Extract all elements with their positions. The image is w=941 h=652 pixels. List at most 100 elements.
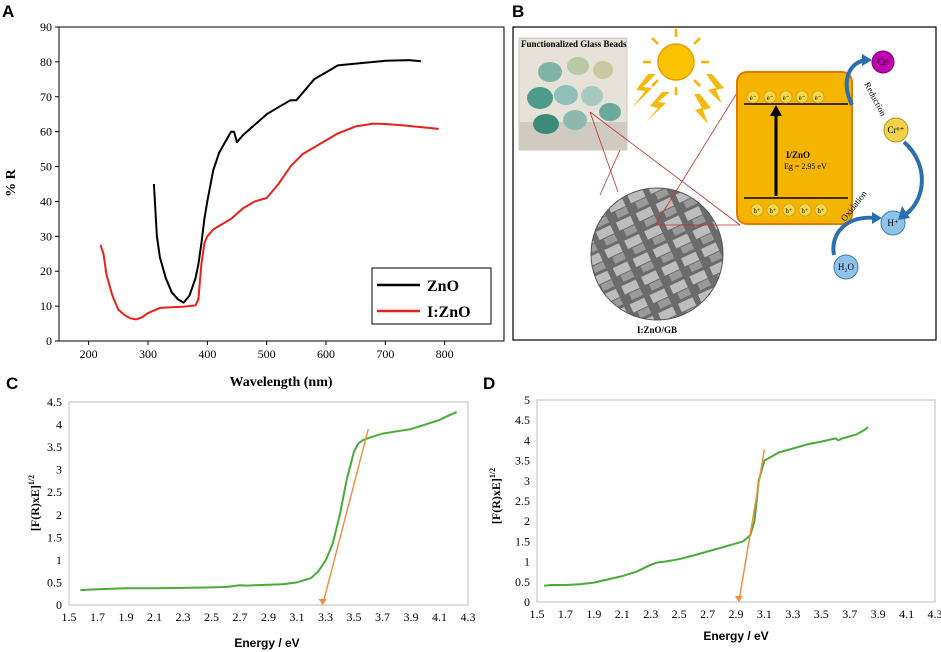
sem-label: I:ZnO/GB	[637, 325, 677, 335]
chart-d: 0 0.5 1 1.5 2 2.5 3 3.5 4 4.5 5 1.5 1.7 1.9 2.1 2.3 2.5 2…	[488, 393, 941, 643]
chart-d-frame	[536, 399, 936, 603]
light-bolts-icon	[632, 74, 724, 124]
cr6-label: Cr⁶⁺	[888, 125, 905, 135]
x-tick-label: 200	[80, 347, 98, 361]
y-tick-label: 70	[40, 90, 52, 104]
panel-label-d: D	[483, 374, 495, 393]
x-tick-label: 3.7	[375, 610, 390, 624]
x-tick-label: 1.5	[62, 610, 77, 624]
series-line-spectrum	[543, 426, 869, 587]
electron-label: e⁻	[783, 94, 790, 102]
y-tick-label: 2.5	[515, 494, 530, 508]
sun-icon	[643, 29, 709, 95]
x-tick-label: 4.3	[461, 610, 476, 624]
hole-label: h⁺	[785, 207, 793, 215]
x-tick-label: 2.9	[729, 607, 744, 621]
chart-d-ylabel: [F(R)xE]1/2	[488, 468, 503, 524]
x-tick-label: 3.9	[404, 610, 419, 624]
y-tick-label: 4.5	[47, 395, 62, 409]
x-tick-label: 500	[258, 347, 276, 361]
glass-beads	[527, 57, 621, 134]
hole-label: h⁺	[817, 207, 825, 215]
legend-label-zno: ZnO	[427, 278, 459, 295]
y-tick-label: 0	[56, 598, 62, 612]
h2o-molecule	[833, 254, 859, 280]
x-tick-label: 3.5	[347, 610, 362, 624]
y-tick-label: 80	[40, 55, 52, 69]
series-line-tangent	[321, 428, 369, 606]
cr3-label: Cr³	[877, 57, 889, 67]
y-tick-label: 90	[40, 20, 52, 34]
x-tick-label: 300	[139, 347, 157, 361]
x-tick-label: 2.3	[176, 610, 191, 624]
connector-lines	[589, 87, 741, 226]
y-tick-label: 1.5	[515, 534, 530, 548]
h2o-label: H₂O	[838, 262, 855, 272]
x-tick-label: 600	[317, 347, 335, 361]
y-tick-label: 2.5	[47, 485, 62, 499]
y-tick-label: 4	[524, 433, 530, 447]
x-tick-label: 2.5	[204, 610, 219, 624]
x-tick-label: 800	[436, 347, 454, 361]
hole-icon	[782, 203, 796, 217]
panel-label-c: C	[6, 374, 18, 393]
electron-icon	[746, 90, 760, 104]
electron-icon	[795, 90, 809, 104]
x-tick-label: 3.5	[814, 607, 829, 621]
x-tick-label: 4.3	[928, 607, 941, 621]
band-gap-marker	[318, 599, 327, 605]
x-tick-label: 3.1	[757, 607, 772, 621]
panel-b-diagram: Functionalized Glass Beads	[512, 26, 937, 341]
y-tick-label: 4	[56, 418, 62, 432]
y-tick-label: 0.5	[515, 575, 530, 589]
series-line-tangent	[738, 449, 766, 603]
chart-a: 0 10 20 30 40 50 60 70 80 90 200 300 400 500 600 700 800…	[4, 20, 505, 390]
y-tick-label: 2	[524, 514, 530, 528]
x-tick-label: 3.7	[842, 607, 857, 621]
panel-label-a: A	[2, 2, 14, 21]
hole-icon	[766, 203, 780, 217]
panel-label-b: B	[512, 2, 524, 21]
y-tick-label: 1	[56, 553, 62, 567]
reaction-arrowheads	[862, 54, 910, 224]
chart-a-xlabel: Wavelength (nm)	[229, 375, 332, 390]
electron-label: e⁻	[799, 94, 806, 102]
chart-d-xlabel: Energy / eV	[703, 629, 768, 643]
y-tick-label: 3	[524, 474, 530, 488]
chart-a-legend	[371, 267, 492, 325]
chart-c-ylabel: [F(R)xE]1/2	[27, 475, 42, 531]
excitation-arrowhead	[770, 105, 782, 116]
x-tick-label: 1.7	[558, 607, 573, 621]
chart-c: 0 0.5 1 1.5 2 2.5 3 3.5 4 4.5 1.5 1.7 1.9 2.1 2.3 2.5 2.…	[27, 395, 476, 650]
x-tick-label: 4.1	[899, 607, 914, 621]
hole-icon	[750, 203, 764, 217]
y-tick-label: 1.5	[47, 530, 62, 544]
photo-label: Functionalized Glass Beads	[521, 39, 627, 49]
x-tick-label: 400	[198, 347, 216, 361]
x-tick-label: 3.1	[290, 610, 305, 624]
x-tick-label: 2.5	[672, 607, 687, 621]
electron-icon	[779, 90, 793, 104]
y-tick-label: 4.5	[515, 413, 530, 427]
band-title: I/ZnO	[786, 150, 810, 160]
x-tick-label: 2.7	[700, 607, 715, 621]
x-tick-label: 3.3	[318, 610, 333, 624]
y-tick-label: 0	[524, 595, 530, 609]
y-tick-label: 20	[40, 264, 52, 278]
y-tick-label: 5	[524, 393, 530, 407]
electron-icon	[763, 90, 777, 104]
hole-label: h⁺	[769, 207, 777, 215]
x-tick-label: 2.1	[615, 607, 630, 621]
band-gap-value: Eg = 2.95 eV	[784, 162, 827, 171]
x-tick-label: 2.9	[261, 610, 276, 624]
hole-icon	[814, 203, 828, 217]
electron-label: e⁻	[815, 94, 822, 102]
x-tick-label: 1.5	[530, 607, 545, 621]
sem-image	[590, 187, 724, 321]
band-gap-marker	[734, 596, 743, 602]
y-tick-label: 2	[56, 508, 62, 522]
x-tick-label: 1.9	[586, 607, 601, 621]
chart-c-xlabel: Energy / eV	[234, 636, 299, 650]
x-tick-label: 700	[376, 347, 394, 361]
electron-label: e⁻	[767, 94, 774, 102]
